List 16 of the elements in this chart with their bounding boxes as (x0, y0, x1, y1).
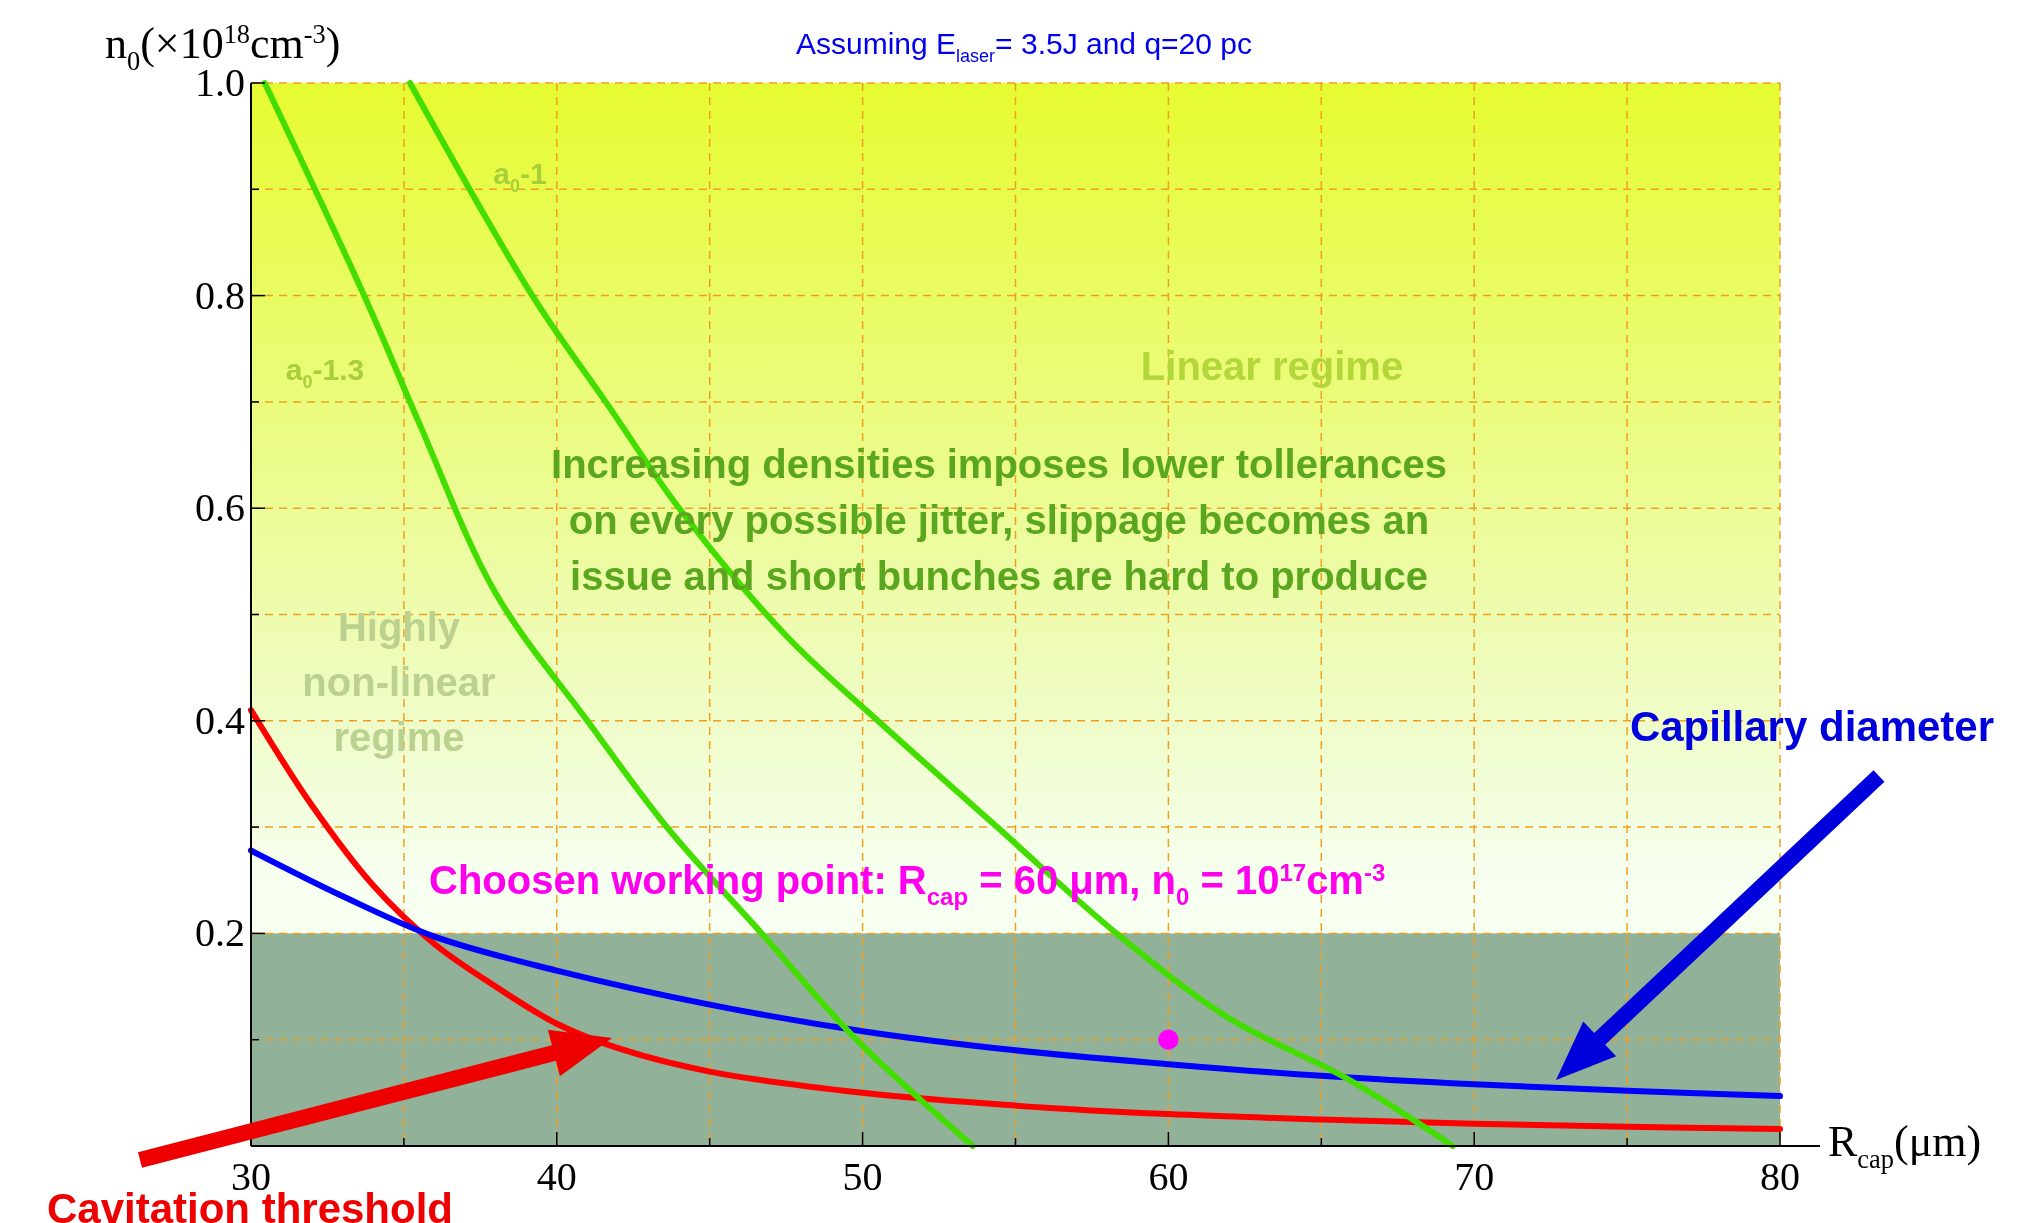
x-tick-label: 70 (1454, 1154, 1495, 1199)
annotation: Capillary diameter (1629, 703, 1995, 750)
y-tick-label: 0.4 (195, 697, 245, 743)
x-tick-label: 60 (1148, 1154, 1189, 1199)
series-label: a$_{0}$-1 (493, 157, 547, 197)
annotation: Linear regime (1140, 344, 1404, 388)
y-tick-label: 0.8 (195, 272, 245, 318)
x-axis-title: R$_{cap}$(μm) (1828, 1117, 1982, 1174)
chart-title: Assuming E$_{laser}$= 3.5J and q=20 pc (796, 27, 1252, 67)
x-tick-label: 80 (1760, 1154, 1800, 1199)
y-tick-label: 0.2 (195, 910, 245, 956)
series-label: a$_{0}$-1.3 (285, 353, 365, 393)
annotation: Highly non-linear regime (302, 605, 496, 759)
x-tick-label: 50 (842, 1154, 883, 1199)
y-tick-label: 0.6 (195, 485, 245, 531)
x-tick-label: 40 (536, 1154, 577, 1199)
